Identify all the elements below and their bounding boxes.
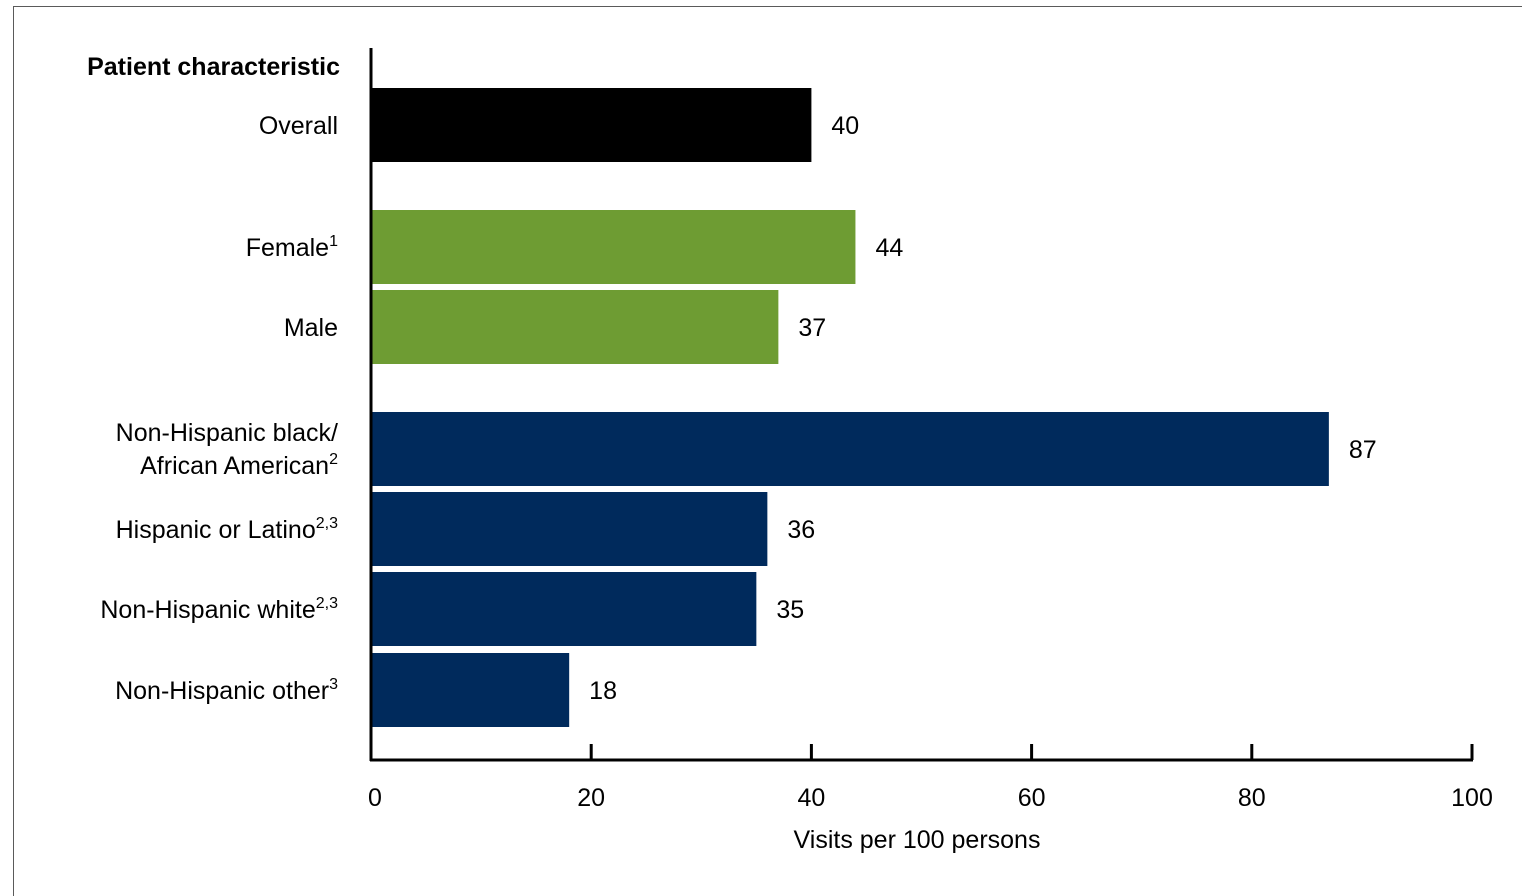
value-label-4: 36: [787, 516, 815, 544]
category-header: Patient characteristic: [87, 53, 340, 81]
value-label-1: 44: [875, 234, 903, 262]
category-label-4-footnote: 2,3: [316, 515, 338, 532]
bar-6: [371, 653, 570, 727]
category-label-3-line2: African American2: [140, 451, 338, 480]
category-label-4: Hispanic or Latino2,3: [116, 515, 338, 544]
x-tick-label-5: 100: [1451, 784, 1493, 812]
bar-3: [371, 412, 1329, 486]
category-label-6: Non-Hispanic other3: [115, 676, 338, 705]
figure-frame: [13, 6, 1522, 896]
value-label-6: 18: [589, 677, 617, 705]
category-label-6-text: Non-Hispanic other: [115, 677, 329, 705]
x-tick-label-0: 0: [368, 784, 382, 812]
x-axis-ticks: 0 20 40 60 80 100: [368, 744, 1493, 812]
bar-0: [371, 88, 812, 162]
category-label-4-text: Hispanic or Latino: [116, 516, 316, 544]
x-tick-label-3: 60: [1018, 784, 1046, 812]
category-label-0-text: Overall: [259, 112, 338, 140]
category-label-5-text: Non-Hispanic white: [100, 596, 315, 624]
category-label-6-footnote: 3: [329, 676, 338, 693]
bar-1: [371, 210, 856, 284]
category-label-2: Male: [284, 314, 338, 342]
x-tick-label-2: 40: [797, 784, 825, 812]
x-tick-label-4: 80: [1238, 784, 1266, 812]
x-axis-title: Visits per 100 persons: [794, 826, 1041, 854]
bar-5: [371, 572, 757, 646]
bars: [371, 88, 1329, 727]
category-label-1-footnote: 1: [329, 233, 338, 250]
bar-2: [371, 290, 779, 364]
category-label-3: Non-Hispanic black/: [116, 419, 338, 447]
category-label-1: Female1: [246, 233, 338, 262]
category-label-5: Non-Hispanic white2,3: [100, 595, 338, 624]
x-tick-label-1: 20: [577, 784, 605, 812]
category-label-3-line2-text: African American: [140, 452, 329, 480]
value-label-2: 37: [798, 314, 826, 342]
value-label-3: 87: [1349, 436, 1377, 464]
category-label-2-text: Male: [284, 314, 338, 342]
value-label-5: 35: [776, 596, 804, 624]
category-label-0: Overall: [259, 112, 338, 140]
category-label-1-text: Female: [246, 234, 329, 262]
category-label-5-footnote: 2,3: [316, 595, 338, 612]
value-labels: 40 44 37 87 36 35 18: [589, 112, 1377, 705]
bar-4: [371, 492, 768, 566]
category-label-3-text: Non-Hispanic black/: [116, 419, 338, 447]
category-labels: Overall Female1 Male Non-Hispanic black/Afr…: [100, 112, 338, 705]
value-label-0: 40: [831, 112, 859, 140]
category-label-3-line2-footnote: 2: [329, 451, 338, 468]
